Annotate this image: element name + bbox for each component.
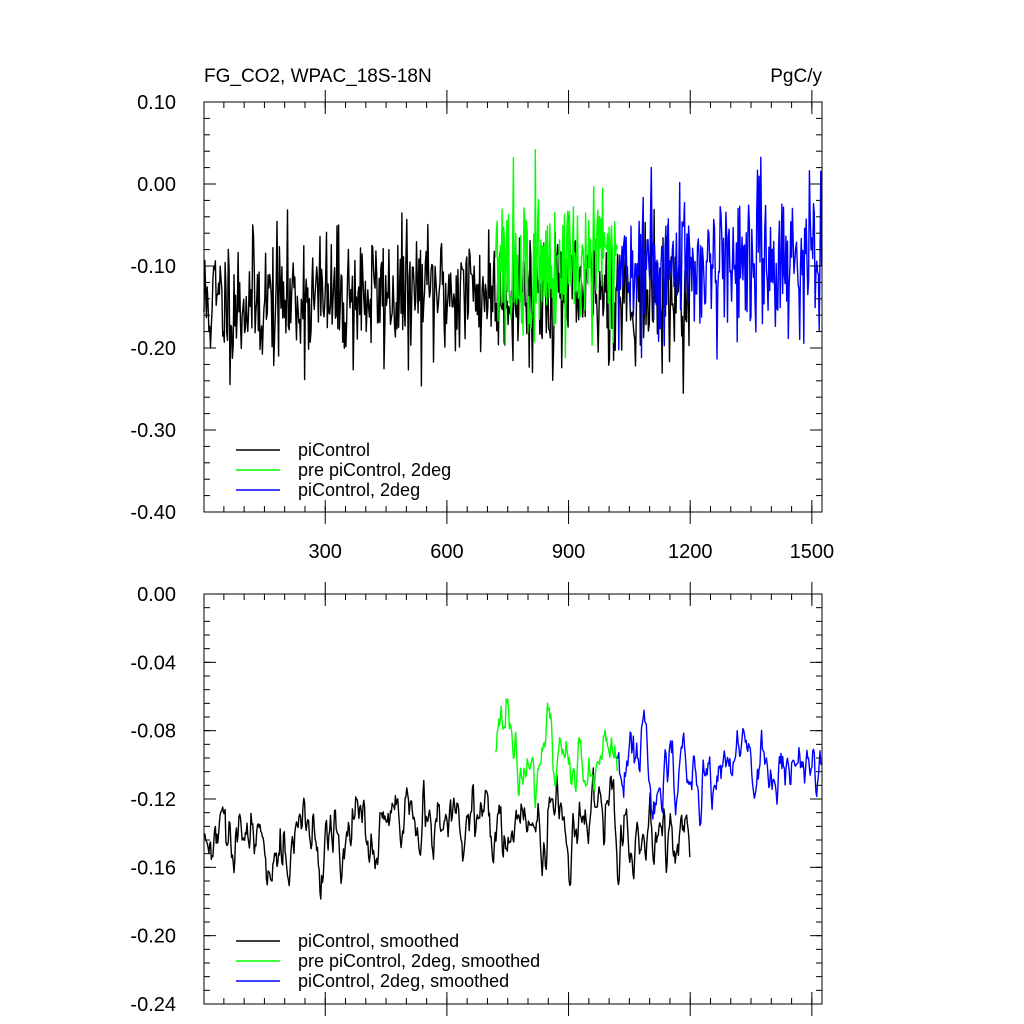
legend-label-1: piControl, smoothed: [298, 931, 459, 951]
bottom-panel: 0.00 -0.04 -0.08 -0.12 -0.16 -0.20 -0.24 piCon…: [130, 582, 823, 1016]
y-tick-label: -0.20: [130, 338, 176, 360]
series-line-3: [616, 156, 823, 360]
series-line-1: [203, 208, 691, 394]
x-tick-label: 300: [309, 541, 342, 563]
y-tick-label: 0.00: [137, 584, 176, 606]
chart-title: FG_CO2, WPAC_18S-18N: [204, 66, 432, 87]
axis-layer: 0.10 0.00 -0.10 -0.20 -0.30 -0.40 300 600 900 120…: [130, 90, 834, 563]
series-line-3: [616, 709, 823, 827]
y-tick-label: -0.20: [130, 926, 176, 948]
series-line-1: [203, 767, 691, 900]
y-tick-label: -0.24: [130, 994, 176, 1016]
legend-label-1: piControl: [298, 440, 370, 460]
legend-label-2: pre piControl, 2deg, smoothed: [298, 951, 540, 971]
y-tick-label: -0.30: [130, 420, 176, 442]
series-line-2: [494, 698, 618, 809]
plot-frame: [203, 593, 823, 1005]
y-tick-label: -0.04: [130, 652, 176, 674]
axis-layer: 0.00 -0.04 -0.08 -0.12 -0.16 -0.20 -0.24: [130, 582, 822, 1016]
legend-label-3: piControl, 2deg, smoothed: [298, 971, 509, 991]
plot-frame: [203, 101, 823, 513]
series-layer: [203, 698, 823, 900]
series-line-2: [494, 149, 618, 359]
y-tick-label: 0.00: [137, 174, 176, 196]
y-tick-label: -0.10: [130, 256, 176, 278]
legend-label-2: pre piControl, 2deg: [298, 460, 451, 480]
y-tick-label: -0.16: [130, 857, 176, 879]
y-tick-label: -0.40: [130, 502, 176, 524]
y-tick-label: -0.08: [130, 721, 176, 743]
top-panel: FG_CO2, WPAC_18S-18N PgC/y 0.10 0.00 -0.10…: [130, 66, 834, 563]
x-tick-label: 900: [552, 541, 585, 563]
chart-units: PgC/y: [770, 66, 822, 87]
series-layer: [203, 149, 823, 394]
legend-label-3: piControl, 2deg: [298, 480, 420, 500]
x-tick-label: 600: [430, 541, 463, 563]
y-tick-label: -0.12: [130, 789, 176, 811]
y-tick-label: 0.10: [137, 92, 176, 114]
x-tick-label: 1500: [790, 541, 835, 563]
x-tick-label: 1200: [668, 541, 713, 563]
